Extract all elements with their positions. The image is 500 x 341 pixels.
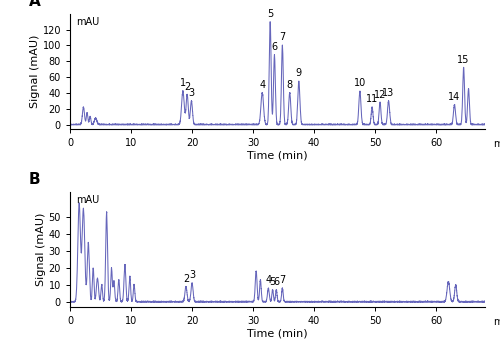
Text: 6: 6 — [272, 42, 278, 52]
Text: 3: 3 — [188, 88, 194, 98]
Text: 13: 13 — [382, 88, 394, 98]
Text: 12: 12 — [374, 90, 386, 100]
Text: min: min — [494, 138, 500, 149]
Text: 5: 5 — [267, 9, 274, 19]
Text: 9: 9 — [296, 68, 302, 78]
Text: 4: 4 — [266, 276, 272, 285]
Text: 15: 15 — [458, 55, 470, 65]
Text: B: B — [28, 172, 40, 187]
Text: 10: 10 — [354, 78, 366, 89]
Text: 11: 11 — [366, 94, 378, 104]
Text: 5: 5 — [270, 277, 276, 287]
Text: 4: 4 — [259, 80, 266, 90]
Text: mAU: mAU — [76, 17, 100, 27]
Text: 14: 14 — [448, 92, 460, 102]
Text: 2: 2 — [183, 274, 189, 284]
Text: 7: 7 — [280, 276, 285, 285]
Text: 7: 7 — [280, 32, 285, 43]
Text: A: A — [28, 0, 40, 9]
X-axis label: Time (min): Time (min) — [247, 150, 308, 161]
Text: mAU: mAU — [76, 195, 100, 205]
X-axis label: Time (min): Time (min) — [247, 329, 308, 339]
Text: 1: 1 — [180, 78, 186, 89]
Text: 8: 8 — [286, 80, 293, 90]
Text: min: min — [494, 317, 500, 327]
Y-axis label: Signal (mAU): Signal (mAU) — [30, 34, 40, 108]
Text: 2: 2 — [184, 81, 190, 92]
Text: 6: 6 — [273, 277, 280, 287]
Y-axis label: Signal (mAU): Signal (mAU) — [36, 213, 46, 286]
Text: 3: 3 — [189, 270, 195, 280]
